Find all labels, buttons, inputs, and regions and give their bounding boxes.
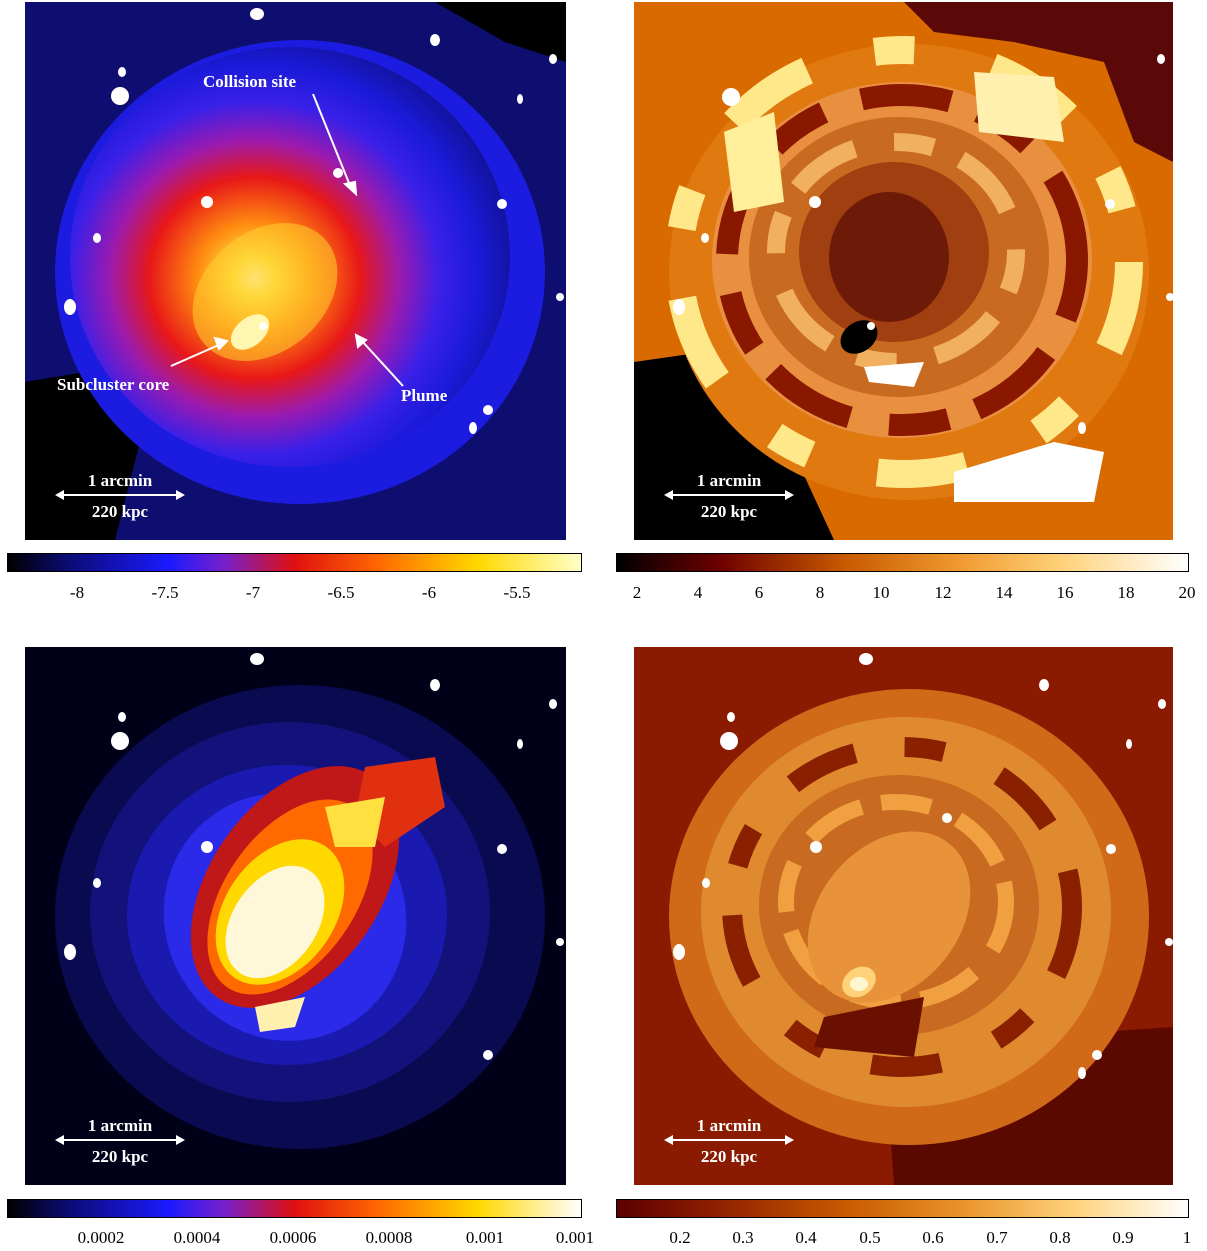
scale-bar-physical-label: 220 kpc	[700, 1147, 758, 1166]
colorbar-tick: 0.0002	[77, 1228, 125, 1247]
colorbar-tick: -6	[421, 583, 437, 602]
colorbar-tick: 0.3	[732, 1228, 754, 1247]
colorbar-tick: 20	[1178, 583, 1196, 602]
collision-site-label: Collision site	[203, 72, 297, 91]
entropy-map	[634, 647, 1173, 1185]
plume-label: Plume	[401, 386, 448, 405]
colorbar-tick: -5.5	[503, 583, 531, 602]
colorbar-tick: 0.001	[465, 1228, 505, 1247]
colorbar-tick: 0.0004	[173, 1228, 221, 1247]
scale-bar-angular-label: 1 arcmin	[87, 471, 153, 490]
colorbar-tick: 0.0008	[365, 1228, 413, 1247]
scale-bar-arrow	[55, 490, 185, 500]
scale-bar-arrow	[664, 1135, 794, 1145]
entropy-colorbar	[616, 1199, 1189, 1218]
entropy-colorbar-ticks: 0.2 0.3 0.4 0.5 0.6 0.7 0.8 0.9 1	[616, 1228, 1206, 1248]
scale-bar-physical-label: 220 kpc	[91, 502, 149, 521]
temperature-map-panel: 1 arcmin 220 kpc	[634, 2, 1173, 540]
scale-bar-physical-label: 220 kpc	[91, 1147, 149, 1166]
colorbar-tick: 4	[693, 583, 703, 602]
colorbar-tick: 0.6	[922, 1228, 944, 1247]
colorbar-tick: -6.5	[327, 583, 355, 602]
temperature-colorbar	[616, 553, 1189, 572]
colorbar-tick: 10	[872, 583, 890, 602]
scale-bar-arrow	[664, 490, 794, 500]
colorbar-tick: 0.2	[669, 1228, 691, 1247]
colorbar-tick: -8	[69, 583, 85, 602]
surface-brightness-map-panel: Collision site Subcluster core Plume 1 a…	[25, 2, 566, 540]
surface-brightness-colorbar-ticks: -8 -7.5 -7 -6.5 -6 -5.5	[7, 583, 582, 603]
colorbar-tick: 2	[632, 583, 642, 602]
entropy-map-panel: 1 arcmin 220 kpc	[634, 647, 1173, 1185]
scale-bar-angular-label: 1 arcmin	[87, 1116, 153, 1135]
colorbar-tick: 14	[995, 583, 1013, 602]
pressure-colorbar	[7, 1199, 582, 1218]
surface-brightness-colorbar	[7, 553, 582, 572]
scale-bar-arrow	[55, 1135, 185, 1145]
colorbar-tick: 0.001	[555, 1228, 595, 1247]
colorbar-tick: 0.9	[1112, 1228, 1134, 1247]
colorbar-tick: 0.5	[859, 1228, 881, 1247]
colorbar-tick: 16	[1056, 583, 1074, 602]
colorbar-tick: 8	[815, 583, 825, 602]
colorbar-tick: 1	[1182, 1228, 1192, 1247]
colorbar-tick: 6	[754, 583, 764, 602]
pressure-map	[25, 647, 566, 1185]
temperature-map	[634, 2, 1173, 540]
colorbar-tick: 0.7	[986, 1228, 1008, 1247]
colorbar-tick: -7	[245, 583, 261, 602]
colorbar-tick: 12	[934, 583, 952, 602]
colorbar-tick: 0.8	[1049, 1228, 1071, 1247]
scale-bar-angular-label: 1 arcmin	[696, 1116, 762, 1135]
colorbar-tick: 0.0006	[269, 1228, 317, 1247]
subcluster-core-label: Subcluster core	[57, 375, 170, 394]
colorbar-tick: -7.5	[151, 583, 179, 602]
scale-bar-physical-label: 220 kpc	[700, 502, 758, 521]
scale-bar-angular-label: 1 arcmin	[696, 471, 762, 490]
temperature-colorbar-ticks: 2 4 6 8 10 12 14 16 18 20	[616, 583, 1206, 603]
pressure-map-panel: 1 arcmin 220 kpc	[25, 647, 566, 1185]
colorbar-tick: 0.4	[795, 1228, 817, 1247]
pressure-colorbar-ticks: 0.0002 0.0004 0.0006 0.0008 0.001 0.001	[7, 1228, 597, 1248]
surface-brightness-map	[25, 2, 566, 540]
colorbar-tick: 18	[1117, 583, 1135, 602]
